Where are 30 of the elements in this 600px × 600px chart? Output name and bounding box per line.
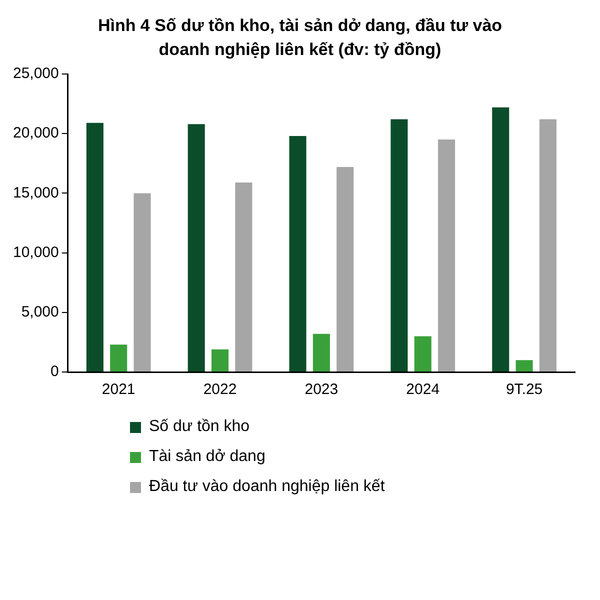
chart-title: Hình 4 Số dư tồn kho, tài sản dở dang, đầu tư vào doanh nghiệp liên kết (đv: tỷ đồng) — [96, 15, 504, 61]
y-tick-label: 10,000 — [12, 244, 59, 261]
bar — [312, 334, 330, 372]
bar — [134, 193, 151, 372]
bar — [235, 182, 252, 372]
bar — [188, 124, 205, 372]
x-tick-label: 2024 — [406, 381, 440, 398]
legend-label: Đầu tư vào doanh nghiệp liên kết — [149, 478, 385, 496]
legend-label: Tài sản dở dang — [149, 448, 266, 466]
x-tick-label: 2021 — [102, 381, 136, 398]
bar — [289, 136, 306, 372]
bar — [539, 119, 556, 372]
legend-label: Số dư tồn kho — [149, 418, 250, 436]
bar — [414, 336, 432, 372]
y-tick-label: 15,000 — [12, 184, 59, 202]
bar — [336, 166, 354, 372]
bar — [438, 140, 456, 372]
y-tick-label: 20,000 — [12, 124, 59, 142]
bar — [390, 119, 408, 372]
bar — [211, 349, 229, 372]
y-tick-label: 5,000 — [21, 304, 59, 321]
x-tick-label: 2022 — [203, 381, 237, 398]
bar — [492, 107, 510, 372]
bar — [86, 122, 104, 372]
bar — [516, 360, 533, 372]
y-tick-label: 0 — [50, 363, 59, 380]
x-tick-label: 2023 — [304, 381, 338, 398]
x-tick-label: 9T.25 — [506, 381, 543, 398]
y-tick-label: 25,000 — [12, 65, 59, 82]
bar — [110, 344, 128, 372]
